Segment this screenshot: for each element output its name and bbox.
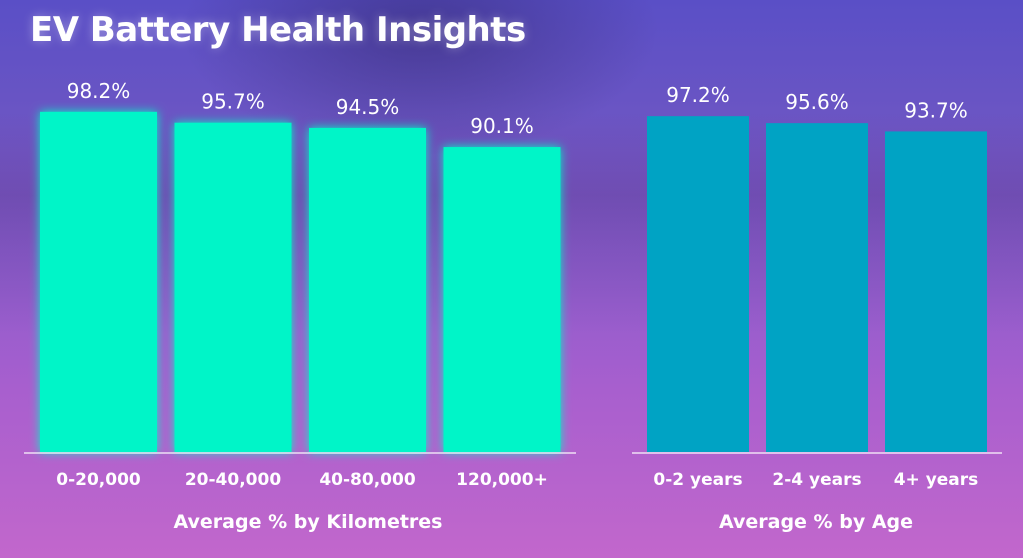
x-axis-title: Average % by Age: [719, 511, 913, 533]
category-label: 0-20,000: [56, 470, 141, 490]
category-label: 20-40,000: [185, 470, 281, 490]
category-label: 40-80,000: [319, 470, 415, 490]
category-label: 4+ years: [894, 470, 979, 490]
data-label: 94.5%: [336, 95, 400, 119]
chart-by-kilometres: 98.2% 0-20,000 95.7% 20-40,000 94.5% 40-80,00…: [24, 79, 576, 533]
x-axis-title: Average % by Kilometres: [174, 511, 443, 533]
bar: [766, 123, 868, 452]
bar: [443, 147, 561, 452]
category-label: 0-2 years: [653, 470, 742, 490]
category-label: 2-4 years: [772, 470, 861, 490]
bar: [174, 122, 292, 452]
category-label: 120,000+: [456, 470, 548, 490]
data-label: 90.1%: [470, 114, 534, 138]
data-label: 95.7%: [201, 90, 265, 114]
data-label: 97.2%: [666, 83, 730, 107]
bar: [647, 116, 749, 453]
bar: [309, 127, 426, 453]
data-label: 93.7%: [904, 98, 968, 122]
chart-by-age: 97.2% 0-2 years 95.6% 2-4 years 93.7% 4+ year…: [632, 83, 1002, 533]
bar: [885, 131, 987, 452]
data-label: 95.6%: [785, 90, 849, 114]
bar: [40, 111, 157, 452]
data-label: 98.2%: [67, 79, 131, 103]
page-title: EV Battery Health Insights: [30, 10, 526, 50]
